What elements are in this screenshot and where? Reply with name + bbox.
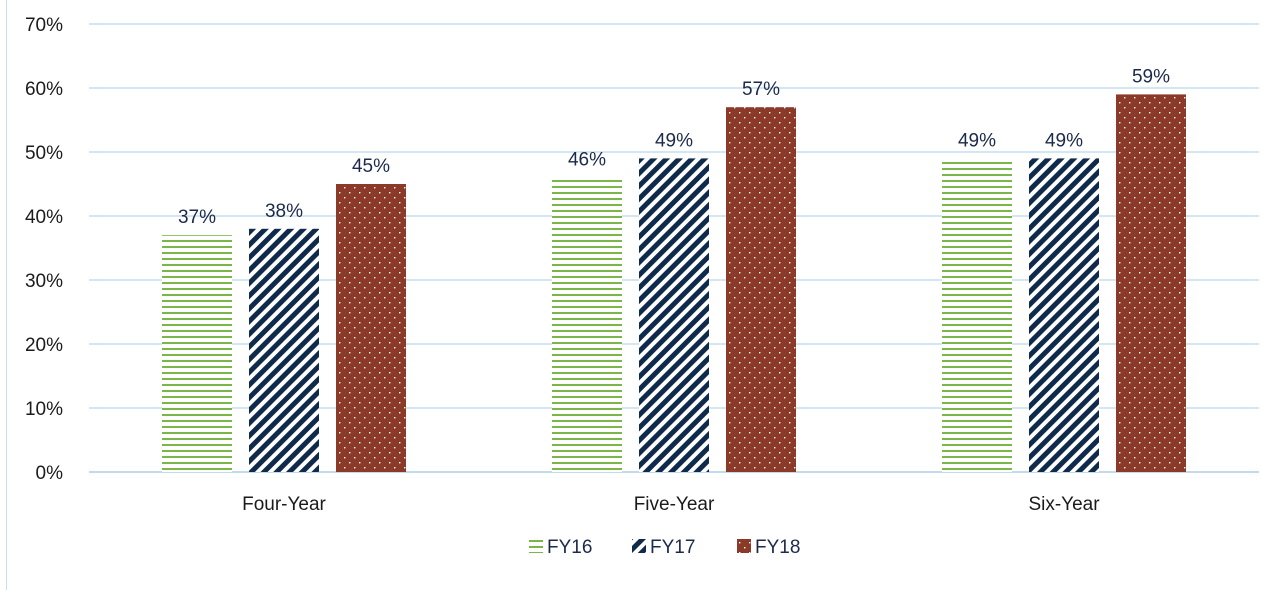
legend-swatch-fy18 <box>737 539 751 553</box>
bars <box>162 94 1186 473</box>
legend-label: FY18 <box>755 537 800 558</box>
legend-swatch-fy16 <box>529 539 543 553</box>
y-tick-label: 10% <box>25 399 63 420</box>
data-label: 59% <box>1132 66 1170 87</box>
bar-fy16-six-year <box>942 158 1012 472</box>
y-tick-label: 30% <box>25 271 63 292</box>
data-label: 57% <box>742 79 780 100</box>
bar-fy16-four-year <box>162 235 232 472</box>
legend: FY16 FY17 FY18 <box>529 537 800 558</box>
bar-chart: 0% 10% 20% 30% 40% 50% 60% 70% 37% 38% 45% 46% 49% 5… <box>25 15 1259 558</box>
bar-fy18-four-year <box>336 184 406 472</box>
data-label: 49% <box>655 130 693 151</box>
bar-fy18-five-year <box>726 107 796 472</box>
category-label: Six-Year <box>1028 494 1100 515</box>
legend-swatch-fy17 <box>632 539 646 553</box>
data-label: 45% <box>352 156 390 177</box>
data-label: 38% <box>265 201 303 222</box>
bar-fy17-five-year <box>639 158 709 472</box>
category-label: Four-Year <box>242 494 326 515</box>
y-tick-label: 0% <box>36 463 64 484</box>
bar-fy17-four-year <box>249 228 319 472</box>
y-tick-label: 60% <box>25 79 63 100</box>
legend-label: FY17 <box>650 537 695 558</box>
y-tick-label: 50% <box>25 143 63 164</box>
y-tick-label: 20% <box>25 335 63 356</box>
data-label: 49% <box>958 130 996 151</box>
bar-fy16-five-year <box>552 177 622 472</box>
x-axis-categories: Four-Year Five-Year Six-Year <box>242 494 1100 515</box>
bar-fy17-six-year <box>1029 158 1099 472</box>
data-label: 37% <box>178 207 216 228</box>
category-label: Five-Year <box>634 494 715 515</box>
chart-frame: 0% 10% 20% 30% 40% 50% 60% 70% 37% 38% 45% 46% 49% 5… <box>6 0 1260 590</box>
bar-fy18-six-year <box>1116 94 1186 473</box>
data-label: 46% <box>568 150 606 171</box>
legend-label: FY16 <box>547 537 592 558</box>
y-tick-label: 40% <box>25 207 63 228</box>
y-tick-label: 70% <box>25 15 63 36</box>
y-axis-ticks: 0% 10% 20% 30% 40% 50% 60% 70% <box>25 15 63 484</box>
data-label: 49% <box>1045 130 1083 151</box>
data-labels: 37% 38% 45% 46% 49% 57% 49% 49% 59% <box>178 66 1170 228</box>
